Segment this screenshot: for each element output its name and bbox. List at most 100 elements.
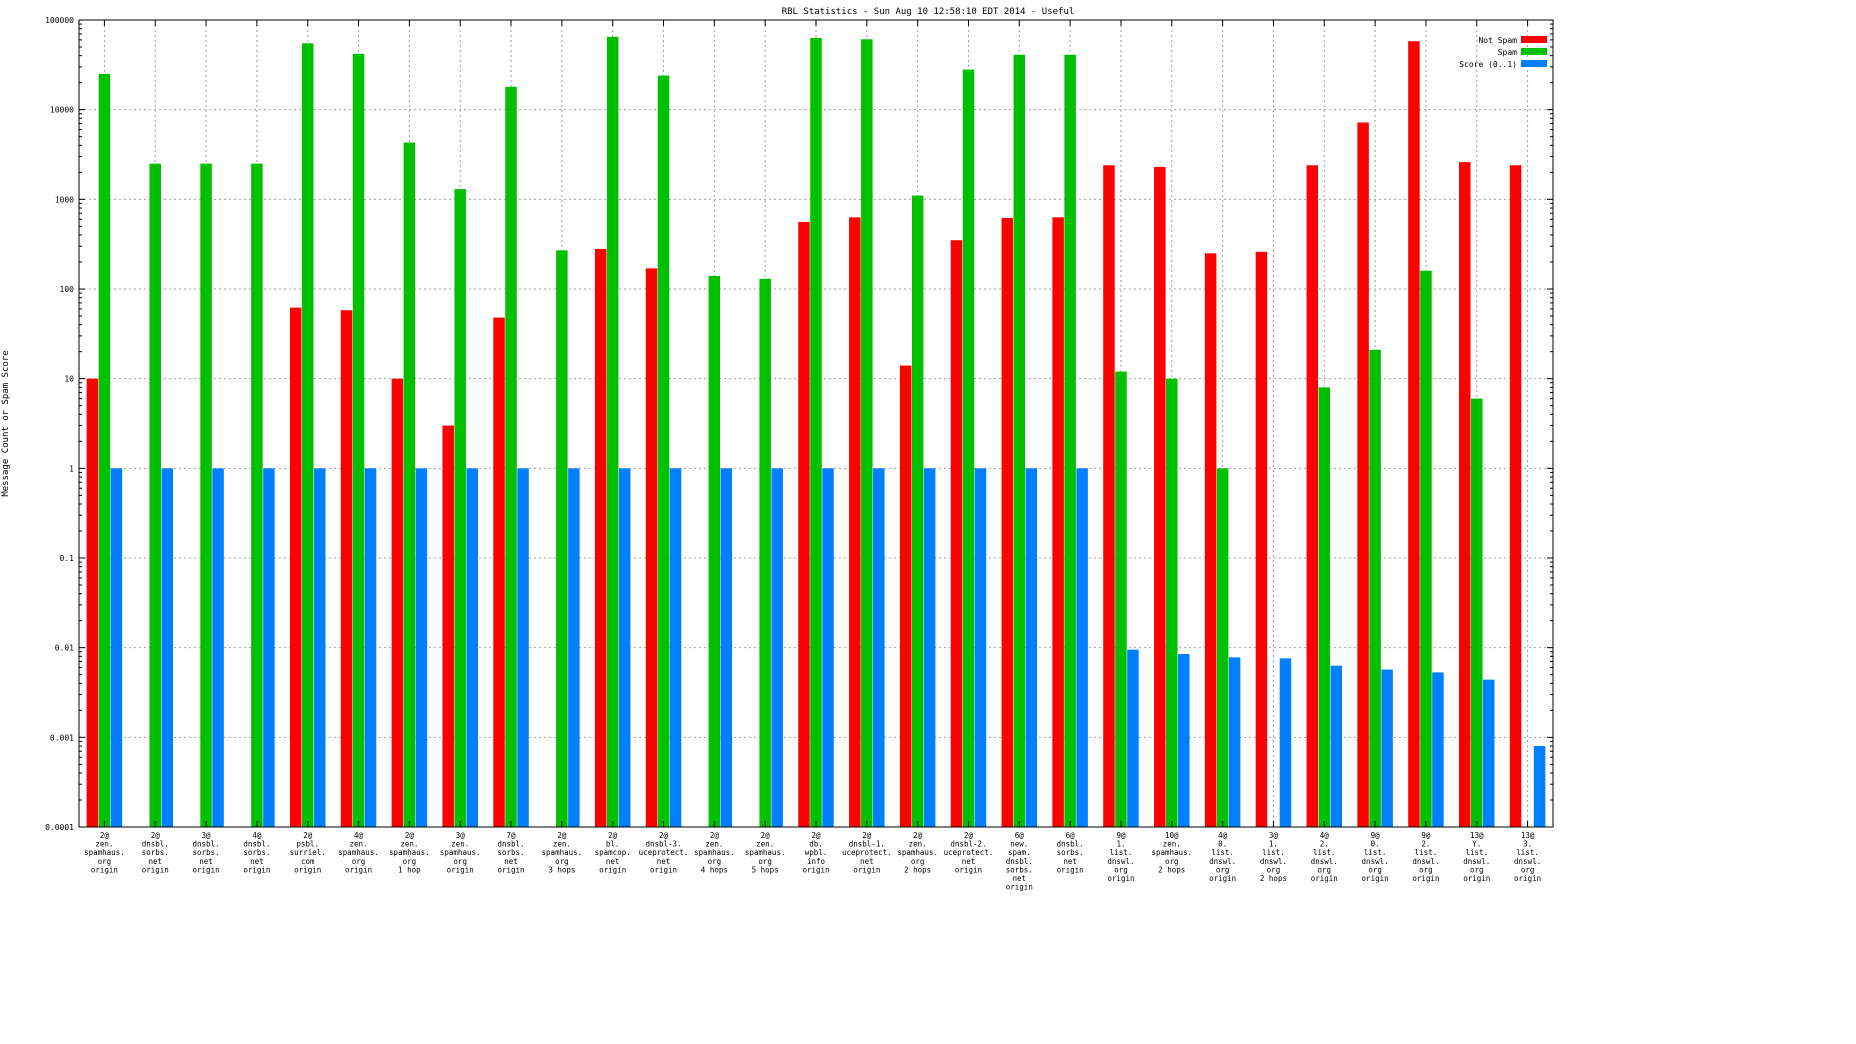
x-tick-label: dnswl.: [1311, 857, 1338, 866]
x-tick-label: spamhaus.: [338, 848, 379, 857]
bar: [1279, 658, 1292, 827]
bar: [759, 278, 771, 827]
x-tick-label: uceprotect.: [944, 848, 994, 857]
x-tick-label: 9@: [1116, 831, 1126, 840]
x-tick-label: 4@: [354, 831, 364, 840]
x-tick-label: 2@: [608, 831, 618, 840]
x-tick-label: org: [1521, 865, 1535, 874]
bar: [493, 317, 505, 827]
x-tick-label: 0.: [1371, 840, 1380, 849]
x-tick-label: zen.: [451, 840, 469, 849]
x-tick-label: 2 hops: [1158, 865, 1185, 874]
bar: [454, 189, 466, 828]
bar: [950, 240, 963, 828]
x-tick-label: org: [352, 857, 366, 866]
x-tick-label: org: [1165, 857, 1179, 866]
x-tick-label: new.: [1010, 840, 1028, 849]
bar: [466, 468, 478, 827]
bar: [974, 468, 987, 827]
x-tick-label: org: [1419, 865, 1433, 874]
x-tick-label: origin: [1057, 865, 1084, 874]
x-tick-label: 2 hops: [904, 865, 931, 874]
x-tick-label: dnswl.: [1514, 857, 1541, 866]
bar: [149, 163, 161, 828]
x-tick-label: sorbs.: [497, 848, 524, 857]
bar: [1115, 371, 1127, 827]
x-tick-label: dnswl.: [1107, 857, 1134, 866]
x-tick-label: org: [758, 857, 772, 866]
bar: [1127, 649, 1139, 827]
y-tick-label: 0.1: [60, 554, 75, 563]
bar: [1076, 468, 1088, 827]
x-tick-label: 2@: [405, 831, 415, 840]
x-tick-label: zen.: [909, 840, 927, 849]
x-tick-label: list.: [1211, 848, 1234, 857]
x-tick-label: 2.: [1320, 840, 1329, 849]
x-tick-label: 1.: [1116, 840, 1125, 849]
x-tick-label: dnsbl.: [243, 840, 270, 849]
x-tick-label: 2 hops: [1260, 874, 1287, 883]
x-tick-label: net: [1063, 857, 1077, 866]
bar: [1381, 669, 1393, 827]
y-tick-label: 1000: [55, 195, 74, 204]
x-tick-label: dnsbl.: [497, 840, 524, 849]
bar: [340, 310, 353, 827]
x-tick-label: 2@: [862, 831, 872, 840]
bar: [313, 468, 326, 827]
x-tick-label: net: [860, 857, 874, 866]
x-tick-label: origin: [853, 865, 880, 874]
bar: [1228, 657, 1241, 827]
x-tick-label: dnsbl.: [193, 840, 220, 849]
bar: [669, 468, 682, 827]
y-tick-label: 1: [69, 464, 74, 473]
bar: [442, 425, 454, 827]
bar: [923, 468, 936, 827]
legend: Not Spam Spam Score (0..1): [1459, 36, 1547, 69]
x-tick-label: 2@: [557, 831, 567, 840]
bar: [720, 468, 733, 827]
bar: [911, 195, 924, 827]
x-tick-label: dnswl.: [1463, 857, 1490, 866]
bar: [1318, 387, 1331, 827]
bar: [810, 37, 822, 828]
y-tick-label: 100: [60, 285, 75, 294]
bar: [251, 163, 263, 828]
x-tick-label: 9@: [1371, 831, 1381, 840]
bar: [1154, 166, 1166, 827]
y-tick-label: 10000: [50, 106, 74, 115]
x-tick-label: 4@: [1218, 831, 1228, 840]
y-tick-label: 0.0001: [45, 823, 74, 832]
x-tick-label: net: [1013, 874, 1027, 883]
x-tick-label: list.: [1313, 848, 1336, 857]
x-tick-label: net: [199, 857, 213, 866]
bar: [798, 221, 810, 827]
legend-swatch: [1521, 48, 1547, 55]
x-tick-label: 4@: [1320, 831, 1330, 840]
x-tick-label: origin: [802, 865, 829, 874]
bar: [1459, 162, 1471, 828]
x-tick-label: net: [148, 857, 162, 866]
x-tick-label: zen.: [553, 840, 571, 849]
bar: [1357, 122, 1369, 828]
x-tick-label: 13@: [1470, 831, 1484, 840]
x-tick-label: zen.: [400, 840, 418, 849]
y-axis-ticks: 0.0001 0.001 0.01 0.1 1 10 100 1000 10000 100000: [45, 16, 1553, 832]
x-tick-label: spamhaus.: [1151, 848, 1192, 857]
x-tick-label: origin: [1514, 874, 1541, 883]
x-tick-label: net: [657, 857, 671, 866]
bar: [1103, 165, 1115, 827]
bar: [1483, 679, 1495, 827]
x-tick-label: spamhaus.: [694, 848, 735, 857]
x-tick-label: spamhaus.: [542, 848, 583, 857]
bar: [364, 468, 377, 827]
x-tick-label: origin: [193, 865, 220, 874]
bar: [849, 217, 861, 827]
bar: [568, 468, 580, 827]
bar: [899, 365, 912, 827]
x-tick-label: dnsbl.: [1057, 840, 1084, 849]
bar: [263, 468, 275, 827]
bar: [98, 73, 111, 827]
bar: [1533, 746, 1546, 827]
bar: [352, 53, 365, 827]
bar: [771, 468, 783, 827]
